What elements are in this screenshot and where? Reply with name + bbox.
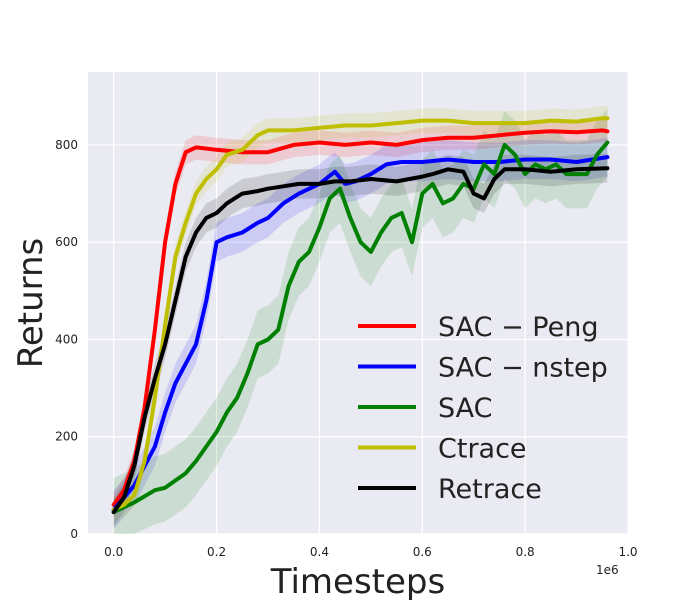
x-tick-label: 0.6 [413,545,432,559]
x-axis-title: Timesteps [270,562,445,600]
y-tick-labels: 0 200 400 600 800 [55,138,78,541]
legend-label-sac: SAC [438,393,493,424]
legend: SAC − Peng SAC − nstep SAC Ctrace Retrace [358,312,608,505]
x-offset-label: 1e6 [596,563,619,577]
x-tick-labels: 0.0 0.2 0.4 0.6 0.8 1.0 [104,545,637,559]
y-tick-label: 600 [55,235,78,249]
series-line-sac-nstep [111,155,610,512]
series-line-sac-peng [111,128,610,507]
series-lines [111,116,610,515]
x-tick-label: 0.4 [310,545,329,559]
y-axis-title: Returns [11,238,51,369]
x-tick-label: 1.0 [618,545,637,559]
legend-label-retrace: Retrace [438,474,542,505]
x-tick-label: 0.0 [104,545,123,559]
band-sac [113,108,608,534]
y-tick-label: 400 [55,332,78,346]
plot-background [88,72,628,534]
legend-label-sac-peng: SAC − Peng [438,312,598,343]
x-tick-label: 0.2 [207,545,226,559]
legend-label-sac-nstep: SAC − nstep [438,353,608,384]
y-tick-label: 0 [70,527,78,541]
y-tick-label: 200 [55,430,78,444]
series-line-retrace [111,166,610,515]
x-tick-label: 0.8 [516,545,535,559]
y-tick-label: 800 [55,138,78,152]
legend-label-ctrace: Ctrace [438,434,527,465]
